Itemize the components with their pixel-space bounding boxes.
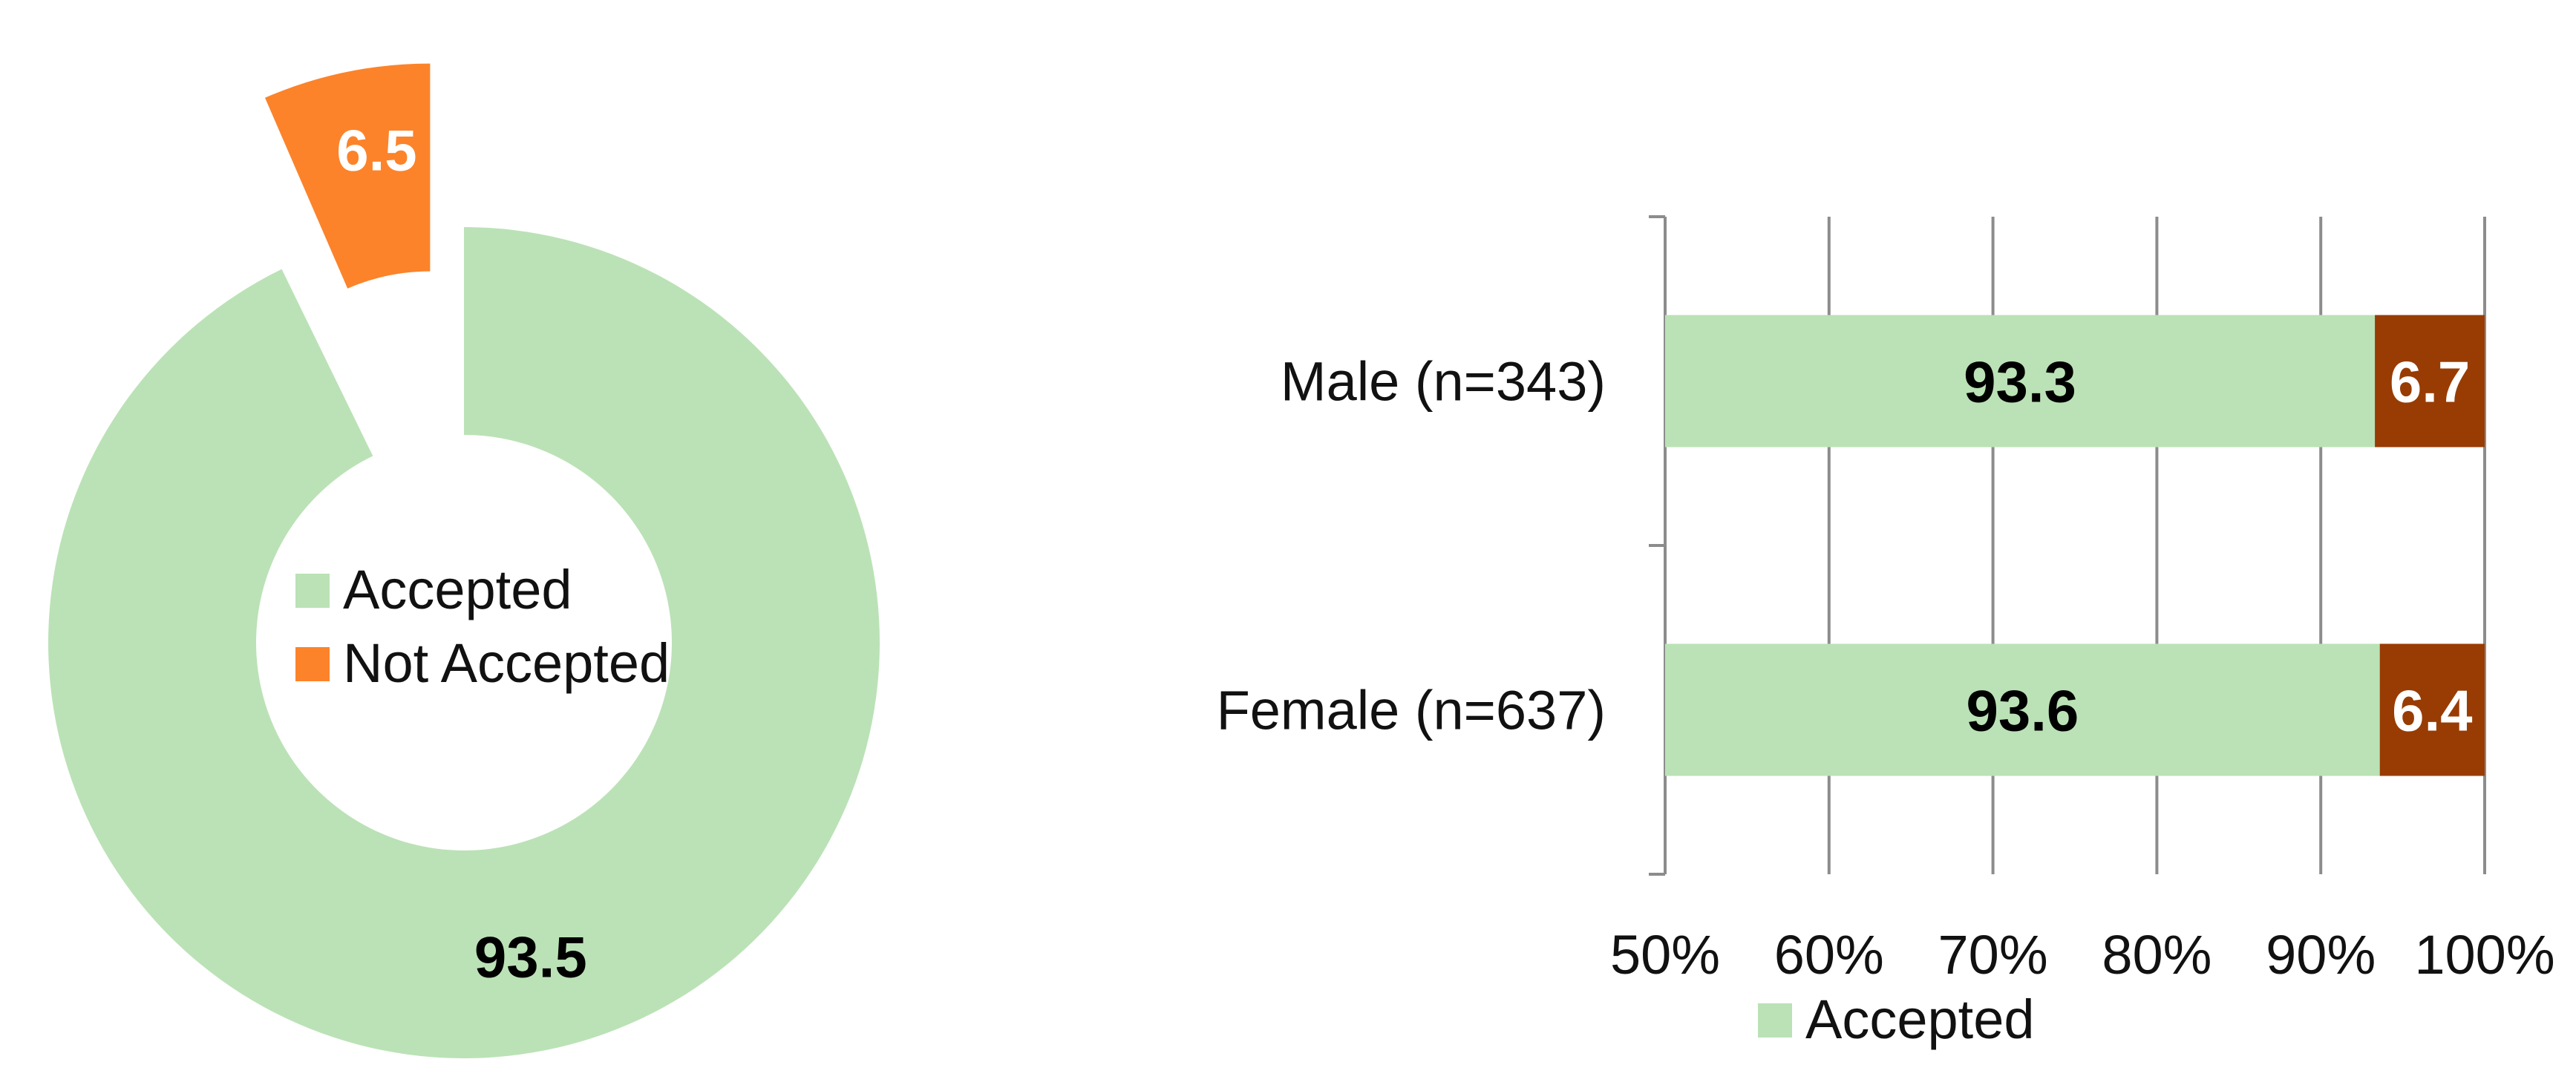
category-label: Male (n=343) <box>1281 351 1606 413</box>
donut-data-label-not-accepted: 6.5 <box>336 117 416 183</box>
bar-chart-data-labels: 93.3 6.7 93.6 6.4 <box>1964 350 2472 744</box>
bar-chart-bars <box>1665 315 2485 776</box>
bar-data-label-not-accepted: 6.7 <box>2390 350 2470 415</box>
x-tick-label: 50% <box>1610 924 1720 986</box>
bar-segment-accepted <box>1665 315 2376 448</box>
bar-segment-not-accepted <box>2375 315 2485 448</box>
bar-data-label-not-accepted: 6.4 <box>2392 678 2472 744</box>
x-tick-label: 80% <box>2102 924 2211 986</box>
donut-chart: 93.5 6.5 Accepted Not Accepted <box>48 63 880 1059</box>
donut-legend: Accepted Not Accepted <box>295 559 670 694</box>
donut-slice-accepted <box>48 227 880 1059</box>
donut-data-label-accepted: 93.5 <box>474 925 587 990</box>
donut-legend-label-accepted: Accepted <box>343 559 572 620</box>
donut-legend-swatch-accepted <box>295 574 330 608</box>
donut-slice-not-accepted <box>264 63 431 289</box>
bar-segment-not-accepted <box>2379 643 2485 776</box>
bar-legend-swatch-accepted <box>1758 1003 1792 1038</box>
bar-segment-accepted <box>1665 643 2380 776</box>
x-tick-label: 100% <box>2414 924 2554 986</box>
donut-legend-swatch-not-accepted <box>295 647 330 681</box>
bar-chart-legend: Accepted <box>1758 989 2035 1050</box>
stacked-bar-chart: Male (n=343) Female (n=637) 50% 60% 70% 80% 9… <box>1217 215 2555 1050</box>
bar-chart-category-axis <box>1649 215 1667 876</box>
bar-data-label-accepted: 93.6 <box>1966 678 2079 744</box>
category-label: Female (n=637) <box>1217 680 1606 741</box>
x-tick-label: 90% <box>2266 924 2376 986</box>
donut-legend-label-not-accepted: Not Accepted <box>343 632 670 694</box>
x-tick-label: 60% <box>1774 924 1884 986</box>
x-tick-label: 70% <box>1938 924 2048 986</box>
bar-chart-category-labels: Male (n=343) Female (n=637) <box>1217 351 1606 741</box>
bar-legend-label-accepted: Accepted <box>1805 989 2035 1050</box>
bar-chart-x-tick-labels: 50% 60% 70% 80% 90% 100% <box>1610 924 2555 986</box>
bar-data-label-accepted: 93.3 <box>1964 350 2076 415</box>
